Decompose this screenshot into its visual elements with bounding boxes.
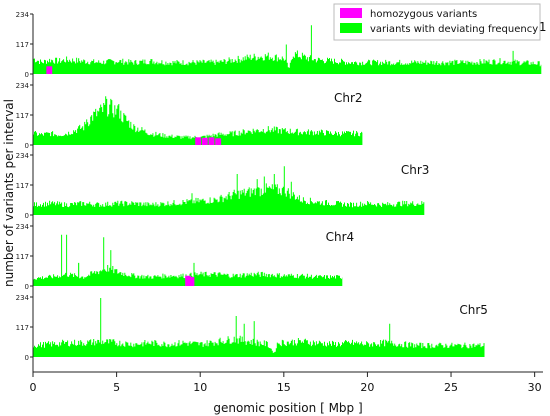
x-tick-label-3: 15 bbox=[277, 381, 291, 394]
chromosome-panels: 0117234Chr10117234Chr20117234Chr30117234… bbox=[16, 11, 547, 362]
y-tick-label-chr5-1: 117 bbox=[16, 324, 29, 332]
chromosome-panel-chr4: 0 117 234 Chr4 bbox=[16, 223, 355, 291]
y-axis-title: number of variants per interval bbox=[2, 99, 16, 287]
chromosome-label-chr2: Chr2 bbox=[334, 91, 363, 105]
deviating-bars-chr4 bbox=[33, 234, 343, 286]
chromosome-panel-chr3: 0 117 234 Chr3 bbox=[16, 152, 430, 220]
deviating-bars-chr1 bbox=[33, 25, 542, 74]
legend-label-deviating: variants with deviating frequency bbox=[370, 24, 538, 35]
x-tick-label-6: 30 bbox=[528, 381, 542, 394]
y-tick-label-chr2-1: 117 bbox=[16, 112, 29, 120]
homozygous-bar-chr2-2 bbox=[208, 137, 215, 145]
y-tick-label-chr5-0: 0 bbox=[25, 354, 29, 362]
chromosome-panel-chr2: 0 117 234 Chr2 bbox=[16, 82, 363, 150]
x-tick-label-0: 0 bbox=[30, 381, 37, 394]
y-tick-label-chr2-2: 234 bbox=[16, 82, 30, 90]
y-tick-label-chr1-2: 234 bbox=[16, 11, 30, 19]
legend-swatch-deviating bbox=[340, 23, 362, 33]
homozygous-bar-chr4-0 bbox=[185, 275, 192, 286]
y-tick-label-chr1-1: 117 bbox=[16, 41, 29, 49]
x-tick-label-2: 10 bbox=[193, 381, 207, 394]
y-tick-label-chr2-0: 0 bbox=[25, 142, 29, 150]
x-tick-label-1: 5 bbox=[113, 381, 120, 394]
homozygous-bar-chr2-1 bbox=[201, 137, 208, 145]
x-tick-label-4: 20 bbox=[360, 381, 374, 394]
legend-label-homozygous: homozygous variants bbox=[370, 9, 477, 20]
homozygous-bar-chr1-0 bbox=[46, 66, 53, 74]
legend: homozygous variants variants with deviat… bbox=[333, 3, 541, 41]
homozygous-bar-chr2-0 bbox=[195, 137, 202, 145]
y-tick-label-chr5-2: 234 bbox=[16, 294, 30, 302]
y-tick-label-chr3-0: 0 bbox=[25, 212, 29, 220]
homozygous-bar-chr4-1 bbox=[188, 277, 195, 286]
legend-box bbox=[333, 3, 541, 41]
y-tick-label-chr3-1: 117 bbox=[16, 182, 29, 190]
x-axis: 0 5 10 15 20 25 30 bbox=[30, 371, 543, 394]
y-tick-label-chr3-2: 234 bbox=[16, 152, 30, 160]
deviating-bars-chr3 bbox=[33, 166, 425, 215]
y-tick-label-chr1-0: 0 bbox=[25, 71, 29, 79]
legend-swatch-homozygous bbox=[340, 8, 362, 18]
y-tick-label-chr4-1: 117 bbox=[16, 253, 29, 261]
x-axis-title: genomic position [ Mbp ] bbox=[213, 401, 362, 415]
x-ticks: 0 5 10 15 20 25 30 bbox=[30, 372, 542, 394]
homozygous-bar-chr2-3 bbox=[215, 138, 222, 145]
chromosome-label-chr4: Chr4 bbox=[326, 230, 355, 244]
y-tick-label-chr4-2: 234 bbox=[16, 223, 30, 231]
chromosome-panel-chr5: 0 117 234 Chr5 bbox=[16, 294, 488, 362]
chromosome-label-chr3: Chr3 bbox=[401, 163, 430, 177]
deviating-bars-chr5 bbox=[33, 298, 485, 357]
x-tick-label-5: 25 bbox=[444, 381, 458, 394]
chromosome-label-chr5: Chr5 bbox=[459, 303, 488, 317]
deviating-bars-chr2 bbox=[33, 96, 363, 145]
y-tick-label-chr4-0: 0 bbox=[25, 283, 29, 291]
